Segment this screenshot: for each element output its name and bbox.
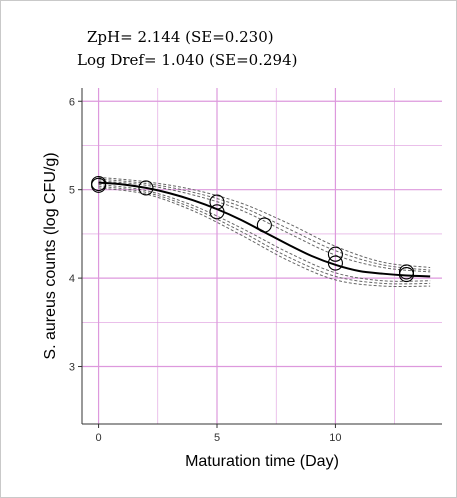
data-point (209, 204, 225, 220)
data-point (256, 217, 272, 233)
data-points (91, 175, 415, 283)
x-tick-label: 0 (96, 432, 102, 444)
confidence-band-line (98, 187, 431, 288)
y-tick-label: 6 (69, 96, 75, 108)
y-tick-label: 3 (69, 362, 75, 374)
x-axis-title: Maturation time (Day) (185, 453, 339, 470)
grid (82, 88, 442, 424)
data-point (327, 246, 343, 262)
data-point (327, 255, 343, 271)
data-point (398, 267, 415, 283)
data-point (138, 180, 154, 196)
y-axis-title: S. aureus counts (log CFU/g) (42, 152, 59, 359)
y-tick-label: 4 (69, 273, 75, 285)
x-tick-label: 5 (214, 432, 220, 444)
x-ticks: 0 5 10 (96, 424, 342, 444)
log-dref-annotation: Log Dref= 1.040 (SE=0.294) (77, 51, 298, 69)
confidence-band-line (98, 178, 431, 271)
confidence-band-line (98, 183, 431, 282)
data-point (209, 194, 225, 210)
confidence-band-line (98, 180, 431, 273)
x-tick-label: 10 (329, 432, 341, 444)
data-point (398, 264, 415, 280)
fit-line (98, 181, 431, 278)
confidence-band-line (98, 185, 431, 285)
y-tick-label: 5 (69, 185, 75, 197)
zph-annotation: ZpH= 2.144 (SE=0.230) (87, 28, 274, 46)
data-point (91, 177, 107, 193)
y-ticks: 3 4 5 6 (69, 96, 82, 374)
